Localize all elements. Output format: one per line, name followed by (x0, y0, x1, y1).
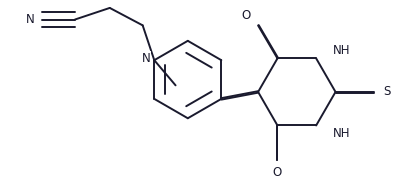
Text: NH: NH (333, 127, 350, 140)
Text: N: N (142, 52, 150, 65)
Text: S: S (383, 85, 390, 98)
Text: O: O (273, 166, 282, 179)
Text: NH: NH (333, 44, 350, 57)
Text: N: N (25, 13, 34, 26)
Text: O: O (241, 9, 251, 22)
